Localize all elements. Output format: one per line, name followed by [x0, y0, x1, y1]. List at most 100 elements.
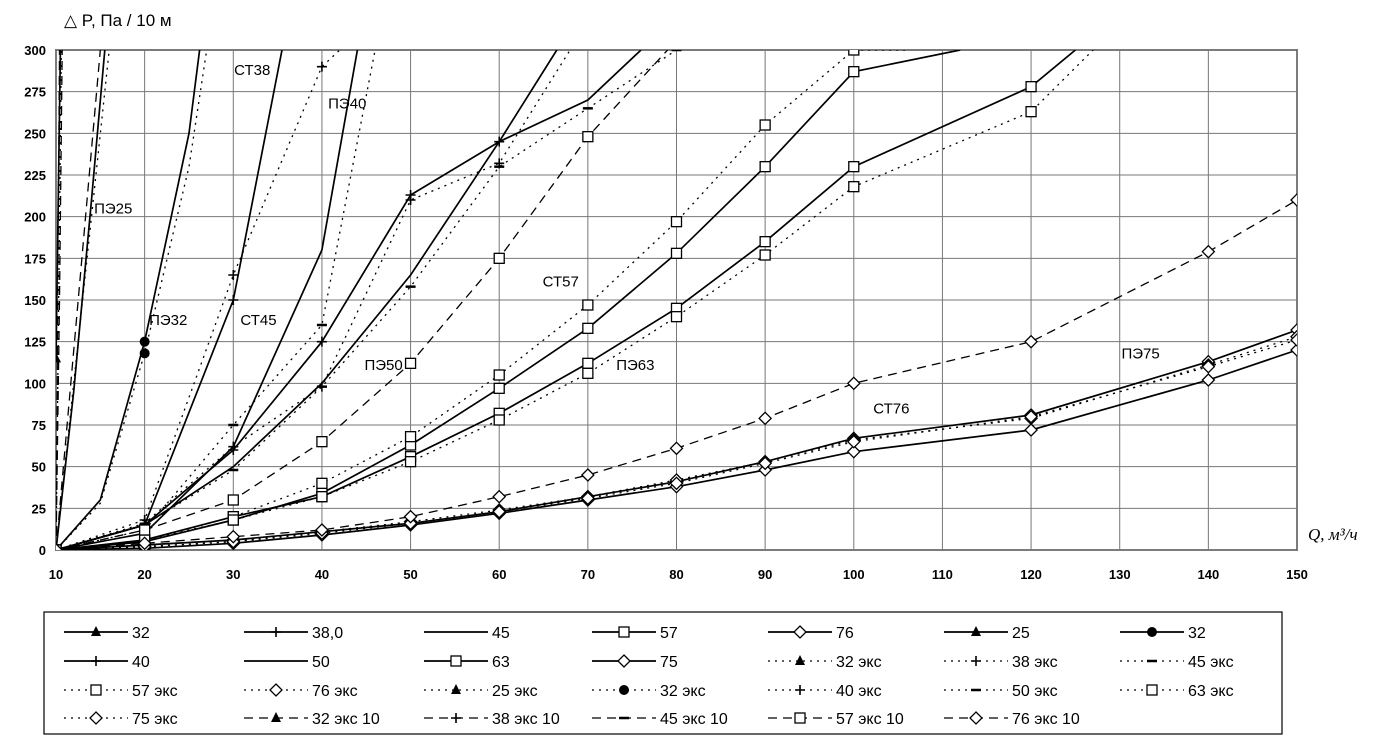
legend-label: 45 экс 10: [660, 711, 728, 728]
series-point: [1201, 359, 1216, 374]
series-point: [1290, 343, 1297, 357]
series-point: [848, 181, 860, 193]
series-point: [227, 514, 239, 526]
series-point: [405, 195, 416, 205]
legend-item: 40 экс: [768, 683, 882, 700]
legend-item: 76: [768, 625, 854, 642]
curve-label: ПЭ50: [364, 357, 402, 374]
y-tick-label: 225: [24, 168, 46, 183]
series-point: [670, 311, 683, 323]
annotations: ПЭ25 ПЭ32 СТ38 ПЭ40 СТ45 ПЭ50 СТ57 ПЭ63 СТ76 ПЭ75: [94, 62, 1160, 417]
legend-item: 32: [1120, 625, 1206, 642]
legend-marker: [794, 712, 806, 724]
legend-label: 63 экс: [1188, 683, 1234, 700]
series-point: [759, 236, 771, 248]
x-tick-label: 60: [492, 567, 506, 582]
series-point: [139, 348, 150, 359]
legend-label: 25: [1012, 625, 1030, 642]
series-7: [56, 50, 201, 550]
legend-item: 57 экс: [64, 683, 178, 700]
series-line: [56, 50, 642, 550]
legend-marker: [91, 626, 101, 636]
legend-item: 38,0: [244, 625, 343, 642]
legend-item: 63 экс: [1120, 683, 1234, 700]
legend-marker: [618, 626, 630, 638]
curve-label: ПЭ63: [616, 357, 654, 374]
series-18: [56, 50, 208, 550]
x-tick-label: 20: [137, 567, 151, 582]
legend-marker: [451, 684, 461, 694]
legend-label: 63: [492, 654, 510, 671]
x-axis-label: Q, м³/ч: [1308, 525, 1358, 544]
series-21: [56, 50, 1094, 550]
y-tick-label: 100: [24, 376, 46, 391]
series-point: [228, 270, 239, 280]
series-2: [56, 50, 283, 550]
series-point: [404, 456, 417, 468]
series-point: [846, 434, 861, 449]
x-tick-label: 80: [669, 567, 683, 582]
series-point: [846, 444, 861, 459]
legend-item: 45 экс 10: [592, 711, 728, 728]
series-line: [56, 50, 63, 550]
series-point: [316, 61, 327, 72]
series-point: [582, 131, 594, 143]
legend-marker: [89, 711, 103, 725]
legend-label: 38 экс: [1012, 654, 1058, 671]
x-tick-label: 90: [758, 567, 772, 582]
y-tick-label: 200: [24, 210, 46, 225]
curve-label: СТ57: [543, 274, 579, 291]
legend-marker: [969, 711, 983, 725]
series-point: [493, 369, 505, 381]
legend-marker: [1146, 684, 1158, 696]
series-point: [1290, 193, 1297, 207]
legend-label: 40 экс: [836, 683, 882, 700]
legend-item: 32 экс: [592, 683, 706, 700]
x-tick-label: 40: [315, 567, 329, 582]
legend-label: 75 экс: [132, 711, 178, 728]
legend-item: 75 экс: [64, 711, 178, 728]
y-tick-label: 0: [39, 543, 46, 558]
series-point: [582, 357, 594, 369]
legend-marker: [971, 656, 981, 666]
x-tick-label: 110: [932, 567, 953, 582]
series-point: [403, 509, 418, 524]
series-point: [138, 524, 151, 536]
legend-label: 45: [492, 625, 510, 642]
y-tick-label: 150: [24, 293, 46, 308]
curve-label: СТ45: [240, 312, 276, 329]
series-line: [56, 50, 376, 550]
y-tick-label: 175: [24, 251, 46, 266]
legend-item: 75: [592, 654, 678, 671]
legend-label: 25 экс: [492, 683, 538, 700]
series-26: [56, 50, 669, 550]
legend-label: 32: [1188, 625, 1206, 642]
series-point: [759, 119, 771, 131]
y-tick-label: 300: [24, 43, 46, 58]
series-point: [139, 336, 150, 347]
legend-item: 32 экс: [768, 654, 882, 671]
legend-label: 32 экс: [660, 683, 706, 700]
series-point: [582, 322, 594, 334]
legend-item: 50: [244, 654, 330, 671]
legend: 32 38,0 45 57 76 25 32 40 50 63 75 32 экс 38 экс 45 э…: [43, 611, 1283, 735]
series-line: [56, 50, 106, 550]
legend-label: 45 экс: [1188, 654, 1234, 671]
series-13: [56, 50, 341, 550]
series-line: [56, 50, 341, 550]
series-point: [848, 161, 860, 173]
legend-label: 57 экс 10: [836, 711, 904, 728]
series-point: [1201, 373, 1216, 387]
legend-item: 40: [64, 654, 150, 671]
legend-label: 57: [660, 625, 678, 642]
legend-marker: [1147, 627, 1157, 637]
legend-marker: [90, 684, 102, 696]
series-point: [315, 523, 329, 537]
legend-label: 38,0: [312, 625, 343, 642]
legend-label: 38 экс 10: [492, 711, 560, 728]
series-point: [493, 252, 505, 264]
series-4: [56, 50, 961, 550]
series-point: [669, 476, 684, 491]
series-point: [1290, 333, 1297, 347]
